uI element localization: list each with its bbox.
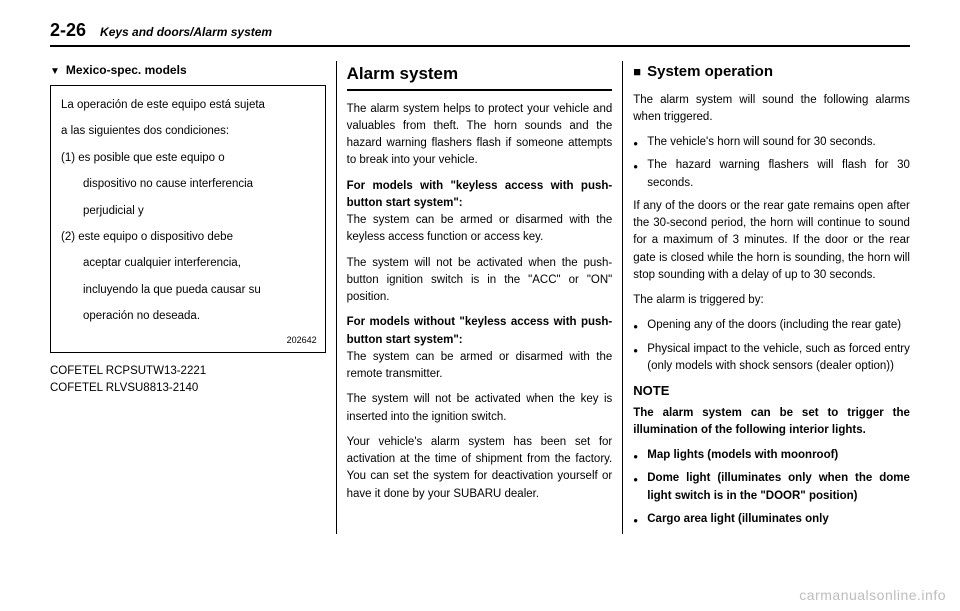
bullet-item: Map lights (models with moonroof) [633,447,910,464]
note-heading: NOTE [633,381,910,401]
bullet-item: Cargo area light (illuminates only [633,511,910,528]
note-paragraph: The alarm system can be set to trigger t… [633,405,910,440]
column-2: Alarm system The alarm system helps to p… [337,61,624,534]
watermark: carmanualsonline.info [799,587,946,603]
bullet-text: Physical impact to the vehicle, such as … [647,341,910,376]
alarm-system-heading: Alarm system [347,61,613,91]
cofetel-codes: COFETEL RCPSUTW13-2221 COFETEL RLVSU8813… [50,363,326,398]
page-number: 2-26 [50,20,86,41]
section-path: Keys and doors/Alarm system [100,25,272,39]
paragraph: The alarm is triggered by: [633,292,910,309]
paragraph: For models without "keyless access with … [347,314,613,383]
box-line: La operación de este equipo está sujeta [61,96,315,114]
column-3: System operation The alarm system will s… [623,61,910,534]
system-operation-heading: System operation [633,61,910,84]
box-item: (2) este equipo o dispositivo debe [61,228,315,246]
bullet-text: Map lights (models with moonroof) [647,447,910,464]
paragraph: The alarm system helps to protect your v… [347,101,613,170]
bullet-item: The hazard warning flashers will flash f… [633,157,910,192]
bullet-text: Dome light (illuminates only when the do… [647,470,910,505]
bullet-icon [633,447,647,464]
paragraph: The system will not be activated when th… [347,391,613,426]
bullet-icon [633,157,647,192]
cofetel-line: COFETEL RLVSU8813-2140 [50,380,326,397]
page-header: 2-26 Keys and doors/Alarm system [50,20,910,47]
bullet-icon [633,317,647,334]
bold-lead: For models with "keyless access with pus… [347,180,613,209]
box-item-cont: operación no deseada. [61,307,315,325]
bold-lead: For models without "keyless access with … [347,316,613,345]
paragraph-text: The system can be armed or disarmed with… [347,351,613,380]
image-number: 202642 [287,333,317,347]
bullet-icon [633,341,647,376]
paragraph: The system will not be activated when th… [347,255,613,307]
bullet-item: The vehicle's horn will sound for 30 sec… [633,134,910,151]
box-item-cont: aceptar cualquier interferencia, [61,254,315,272]
box-item: (1) es posible que este equipo o [61,149,315,167]
bullet-text: Opening any of the doors (including the … [647,317,910,334]
column-1: Mexico-spec. models La operación de este… [50,61,337,534]
manual-page: 2-26 Keys and doors/Alarm system Mexico-… [0,0,960,544]
box-item-cont: incluyendo la que pueda causar su [61,281,315,299]
paragraph-text: The system can be armed or disarmed with… [347,214,613,243]
bullet-item: Opening any of the doors (including the … [633,317,910,334]
bullet-item: Physical impact to the vehicle, such as … [633,341,910,376]
mexico-subhead: Mexico-spec. models [50,61,326,79]
box-line: a las siguientes dos condiciones: [61,122,315,140]
bullet-item: Dome light (illuminates only when the do… [633,470,910,505]
bullet-text: The vehicle's horn will sound for 30 sec… [647,134,910,151]
paragraph: For models with "keyless access with pus… [347,178,613,247]
cofetel-line: COFETEL RCPSUTW13-2221 [50,363,326,380]
bullet-text: The hazard warning flashers will flash f… [647,157,910,192]
bullet-text: Cargo area light (illuminates only [647,511,910,528]
bullet-icon [633,134,647,151]
paragraph: If any of the doors or the rear gate rem… [633,198,910,284]
content-columns: Mexico-spec. models La operación de este… [50,61,910,534]
bullet-icon [633,511,647,528]
box-item-cont: dispositivo no cause interferencia [61,175,315,193]
paragraph: Your vehicle's alarm system has been set… [347,434,613,503]
paragraph: The alarm system will sound the followin… [633,92,910,127]
box-item-cont: perjudicial y [61,202,315,220]
bullet-icon [633,470,647,505]
regulatory-box: La operación de este equipo está sujeta … [50,85,326,353]
